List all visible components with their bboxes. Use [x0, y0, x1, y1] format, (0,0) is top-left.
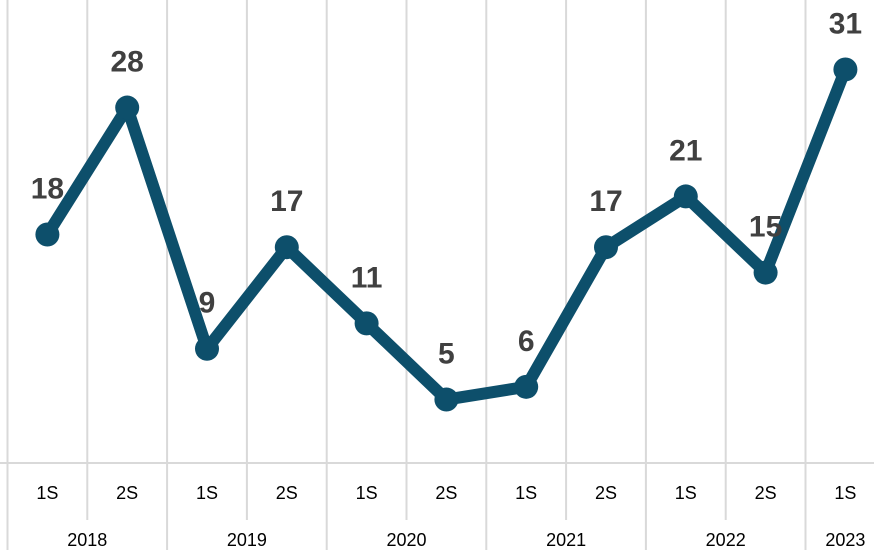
marker — [434, 387, 459, 412]
marker — [35, 222, 60, 247]
x-tick-label: 2S — [435, 483, 457, 503]
group-label: 2019 — [227, 530, 267, 550]
data-label: 18 — [31, 172, 64, 205]
data-label: 28 — [111, 45, 144, 78]
x-tick-label: 1S — [834, 483, 856, 503]
marker — [514, 374, 539, 399]
group-label: 2018 — [67, 530, 107, 550]
x-tick-label: 2S — [595, 483, 617, 503]
data-label: 17 — [270, 185, 303, 218]
data-label: 6 — [518, 325, 535, 358]
data-label: 9 — [199, 287, 216, 320]
marker — [115, 95, 140, 120]
marker — [594, 235, 618, 260]
marker — [195, 336, 219, 361]
data-label: 11 — [351, 261, 383, 294]
x-tick-label: 2S — [755, 483, 777, 503]
marker — [274, 235, 299, 260]
x-tick-label: 1S — [36, 483, 58, 503]
group-label: 2021 — [546, 530, 586, 550]
marker — [833, 57, 858, 82]
data-label: 5 — [438, 337, 455, 370]
data-label: 15 — [749, 211, 782, 244]
x-tick-label: 1S — [196, 483, 218, 503]
group-label: 2020 — [386, 530, 426, 550]
data-label: 17 — [589, 185, 622, 218]
x-tick-label: 2S — [116, 483, 138, 503]
x-tick-label: 1S — [515, 483, 537, 503]
group-label: 2023 — [825, 530, 865, 550]
x-tick-label: 2S — [276, 483, 298, 503]
marker — [753, 260, 778, 285]
group-label: 2022 — [706, 530, 746, 550]
x-tick-label: 1S — [675, 483, 697, 503]
x-tick-label: 1S — [356, 483, 378, 503]
data-label: 31 — [829, 7, 862, 40]
data-label: 21 — [669, 134, 702, 167]
marker — [354, 311, 379, 336]
marker — [673, 184, 698, 209]
